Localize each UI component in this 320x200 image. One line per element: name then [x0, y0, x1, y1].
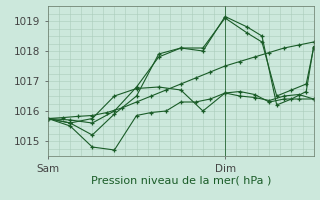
X-axis label: Pression niveau de la mer( hPa ): Pression niveau de la mer( hPa ): [91, 175, 271, 185]
